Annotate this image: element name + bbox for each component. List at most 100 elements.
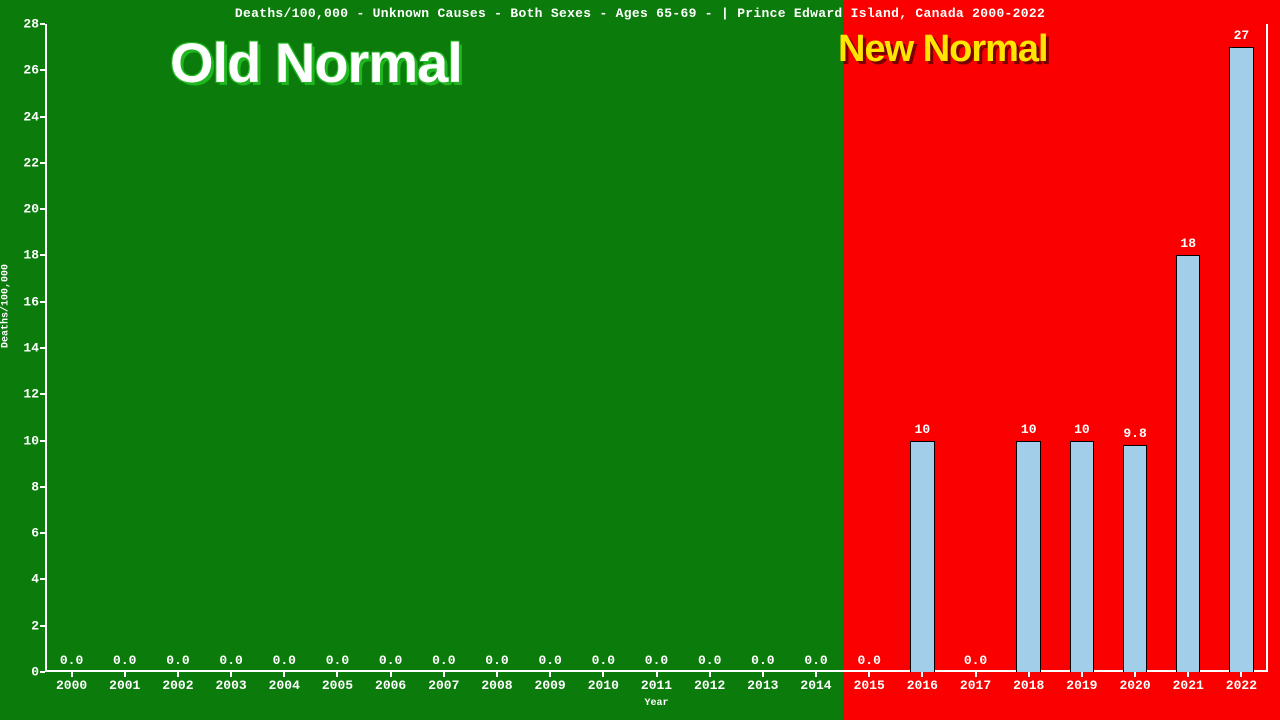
bar bbox=[1070, 441, 1094, 672]
bar-value-label: 0.0 bbox=[379, 653, 402, 668]
bar bbox=[1123, 445, 1147, 672]
bar-value-label: 0.0 bbox=[964, 653, 987, 668]
x-tick-mark bbox=[336, 672, 338, 677]
y-tick-label: 22 bbox=[23, 155, 39, 170]
x-tick-mark bbox=[815, 672, 817, 677]
x-tick-mark bbox=[762, 672, 764, 677]
x-tick-label: 2018 bbox=[1013, 678, 1044, 693]
y-tick-mark bbox=[40, 347, 45, 349]
x-tick-label: 2000 bbox=[56, 678, 87, 693]
x-tick-label: 2012 bbox=[694, 678, 725, 693]
y-tick-mark bbox=[40, 578, 45, 580]
bar-value-label: 0.0 bbox=[645, 653, 668, 668]
bar-value-label: 9.8 bbox=[1123, 426, 1146, 441]
y-tick-mark bbox=[40, 162, 45, 164]
x-axis-label: Year bbox=[644, 698, 668, 709]
y-tick-label: 24 bbox=[23, 109, 39, 124]
bar-value-label: 0.0 bbox=[698, 653, 721, 668]
x-tick-label: 2005 bbox=[322, 678, 353, 693]
bar bbox=[1016, 441, 1040, 672]
bar-value-label: 10 bbox=[1074, 422, 1090, 437]
y-tick-mark bbox=[40, 393, 45, 395]
x-tick-label: 2009 bbox=[535, 678, 566, 693]
y-tick-mark bbox=[40, 254, 45, 256]
y-axis-line-right bbox=[1266, 24, 1268, 672]
bar-value-label: 0.0 bbox=[166, 653, 189, 668]
y-tick-mark bbox=[40, 671, 45, 673]
bar-value-label: 0.0 bbox=[857, 653, 880, 668]
x-tick-label: 2017 bbox=[960, 678, 991, 693]
x-tick-label: 2014 bbox=[800, 678, 831, 693]
bar-value-label: 0.0 bbox=[273, 653, 296, 668]
x-tick-mark bbox=[1028, 672, 1030, 677]
y-tick-label: 0 bbox=[31, 665, 39, 680]
bar-value-label: 0.0 bbox=[538, 653, 561, 668]
bar bbox=[910, 441, 934, 672]
x-tick-label: 2001 bbox=[109, 678, 140, 693]
bar-value-label: 10 bbox=[1021, 422, 1037, 437]
y-tick-label: 18 bbox=[23, 248, 39, 263]
x-tick-label: 2016 bbox=[907, 678, 938, 693]
chart-root: Deaths/100,000 - Unknown Causes - Both S… bbox=[0, 0, 1280, 720]
x-tick-mark bbox=[124, 672, 126, 677]
y-tick-label: 26 bbox=[23, 63, 39, 78]
y-tick-mark bbox=[40, 440, 45, 442]
x-tick-mark bbox=[390, 672, 392, 677]
y-tick-label: 28 bbox=[23, 17, 39, 32]
y-axis-label: Deaths/100,000 bbox=[1, 264, 12, 348]
chart-title: Deaths/100,000 - Unknown Causes - Both S… bbox=[0, 6, 1280, 21]
y-tick-label: 20 bbox=[23, 202, 39, 217]
y-tick-label: 6 bbox=[31, 526, 39, 541]
x-tick-mark bbox=[656, 672, 658, 677]
x-tick-label: 2019 bbox=[1066, 678, 1097, 693]
y-tick-mark bbox=[40, 116, 45, 118]
y-tick-label: 10 bbox=[23, 433, 39, 448]
x-tick-mark bbox=[443, 672, 445, 677]
x-tick-label: 2007 bbox=[428, 678, 459, 693]
bar bbox=[1176, 255, 1200, 672]
y-tick-mark bbox=[40, 208, 45, 210]
bar-value-label: 0.0 bbox=[113, 653, 136, 668]
x-tick-mark bbox=[496, 672, 498, 677]
bar-value-label: 0.0 bbox=[60, 653, 83, 668]
x-tick-label: 2008 bbox=[481, 678, 512, 693]
plot-area: 0246810121416182022242628200020012002200… bbox=[45, 24, 1268, 672]
annotation-old-normal: Old Normal bbox=[170, 30, 462, 95]
x-tick-label: 2013 bbox=[747, 678, 778, 693]
x-tick-mark bbox=[921, 672, 923, 677]
x-tick-label: 2010 bbox=[588, 678, 619, 693]
y-tick-mark bbox=[40, 23, 45, 25]
bar-value-label: 0.0 bbox=[326, 653, 349, 668]
y-tick-mark bbox=[40, 301, 45, 303]
x-tick-mark bbox=[1240, 672, 1242, 677]
x-tick-label: 2015 bbox=[854, 678, 885, 693]
x-tick-mark bbox=[177, 672, 179, 677]
x-tick-label: 2020 bbox=[1119, 678, 1150, 693]
x-tick-mark bbox=[975, 672, 977, 677]
bar-value-label: 0.0 bbox=[219, 653, 242, 668]
y-tick-label: 16 bbox=[23, 294, 39, 309]
x-tick-label: 2003 bbox=[215, 678, 246, 693]
y-tick-label: 2 bbox=[31, 618, 39, 633]
y-tick-mark bbox=[40, 69, 45, 71]
x-tick-mark bbox=[1134, 672, 1136, 677]
bar-value-label: 10 bbox=[915, 422, 931, 437]
x-tick-mark bbox=[1187, 672, 1189, 677]
x-tick-mark bbox=[602, 672, 604, 677]
y-axis-line bbox=[45, 24, 47, 672]
bar-value-label: 27 bbox=[1234, 28, 1250, 43]
bar-value-label: 0.0 bbox=[432, 653, 455, 668]
x-tick-label: 2011 bbox=[641, 678, 672, 693]
bar-value-label: 0.0 bbox=[485, 653, 508, 668]
x-tick-mark bbox=[71, 672, 73, 677]
x-tick-label: 2002 bbox=[162, 678, 193, 693]
bar bbox=[1229, 47, 1253, 672]
bar-value-label: 0.0 bbox=[804, 653, 827, 668]
y-tick-mark bbox=[40, 486, 45, 488]
x-tick-label: 2006 bbox=[375, 678, 406, 693]
x-tick-label: 2021 bbox=[1173, 678, 1204, 693]
x-tick-mark bbox=[1081, 672, 1083, 677]
bar-value-label: 18 bbox=[1180, 236, 1196, 251]
bar-value-label: 0.0 bbox=[592, 653, 615, 668]
x-tick-mark bbox=[549, 672, 551, 677]
